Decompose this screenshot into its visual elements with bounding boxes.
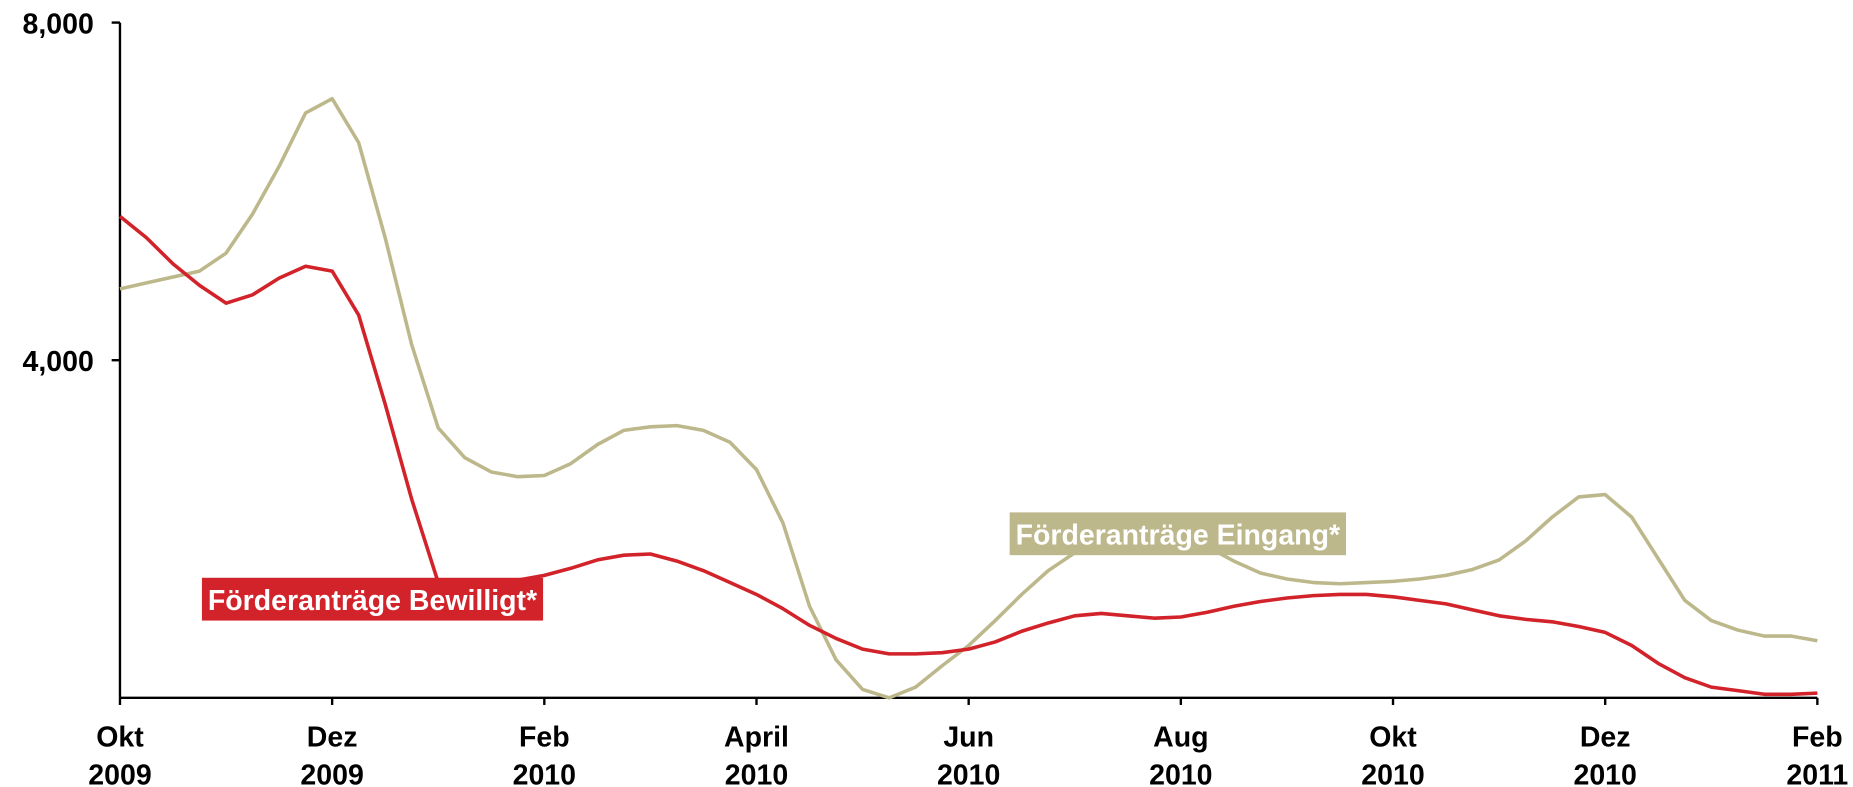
x-tick-label: April 2010 xyxy=(724,721,789,787)
x-tick-label-box: Feb 2011 xyxy=(1786,721,1849,787)
x-tick-label-box: Okt 2009 xyxy=(88,721,152,787)
x-tick-label: Feb 2011 xyxy=(1786,721,1849,787)
x-tick-label: Okt 2010 xyxy=(1361,721,1425,787)
x-tick-label: Jun 2010 xyxy=(936,721,1001,787)
legend-label: Förderanträge Bewilligt* xyxy=(208,585,538,617)
x-tick-label: Okt 2009 xyxy=(88,721,152,787)
x-tick-label-box: Feb 2010 xyxy=(512,721,577,787)
x-tick-label-box: Okt 2010 xyxy=(1361,721,1425,787)
series-line xyxy=(119,96,1818,700)
x-tick-label-box: April 2010 xyxy=(724,721,789,787)
legend-item: Förderanträge Bewilligt* xyxy=(201,577,544,621)
y-tick-label: 8,000 xyxy=(23,8,94,40)
x-tick-label: Dez 2010 xyxy=(1573,721,1637,787)
series-line xyxy=(118,214,1818,697)
x-tick-label-box: Dez 2010 xyxy=(1573,721,1637,787)
legend-label: Förderanträge Eingang* xyxy=(1016,519,1341,551)
legend-box xyxy=(201,577,544,621)
x-tick-label: Feb 2010 xyxy=(512,721,577,787)
x-tick-label-box: Dez 2009 xyxy=(300,721,364,787)
legend-box xyxy=(1009,512,1347,556)
x-tick-label: Dez 2009 xyxy=(300,721,364,787)
y-tick-label: 4,000 xyxy=(23,346,94,378)
x-tick-label: Aug 2010 xyxy=(1149,721,1213,787)
legend-item: Förderanträge Eingang* xyxy=(1009,512,1347,556)
x-tick-label-box: Aug 2010 xyxy=(1149,721,1213,787)
x-tick-label-box: Jun 2010 xyxy=(936,721,1001,787)
